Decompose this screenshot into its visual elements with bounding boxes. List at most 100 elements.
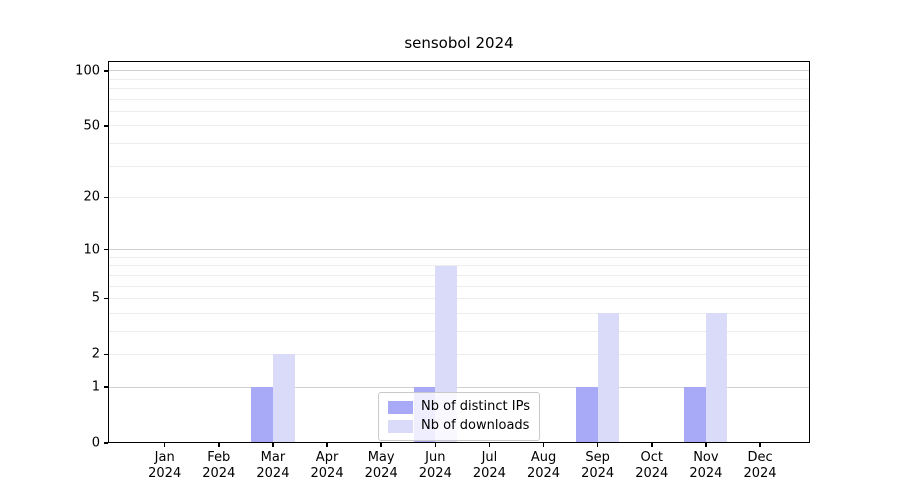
y-tick-label: 0 — [91, 435, 100, 451]
y-tick-label: 10 — [83, 242, 100, 258]
x-tick-label-year: 2024 — [310, 466, 344, 481]
x-tick-label-month: Jun — [425, 450, 446, 465]
x-tick-label: Jul 2024 — [473, 450, 506, 482]
legend-row: Nb of distinct IPs — [388, 398, 530, 416]
x-tick-label-year: 2024 — [635, 466, 669, 481]
x-tick-label: Oct 2024 — [635, 450, 668, 482]
gridline — [108, 330, 810, 332]
bar-nov-ips — [684, 387, 706, 443]
x-tick — [705, 443, 707, 447]
x-tick — [163, 443, 166, 447]
y-tick — [104, 125, 108, 127]
y-tick-label: 2 — [91, 346, 100, 362]
y-tick-label: 100 — [75, 63, 100, 79]
y-tick — [104, 386, 108, 388]
y-tick — [104, 70, 108, 72]
gridline — [108, 249, 810, 251]
x-tick-label-year: 2024 — [526, 466, 561, 481]
gridline — [108, 256, 810, 258]
x-tick-label-month: May — [367, 450, 395, 465]
x-tick-label-month: Apr — [315, 450, 339, 465]
gridline — [108, 98, 810, 100]
x-tick-label-year: 2024 — [364, 466, 398, 481]
plot-area: Nb of distinct IPs Nb of downloads — [108, 61, 810, 443]
gridline — [108, 196, 810, 198]
legend: Nb of distinct IPs Nb of downloads — [378, 392, 540, 441]
gridline — [108, 353, 810, 355]
y-tick-label: 50 — [83, 118, 100, 134]
x-tick-label-year: 2024 — [148, 466, 182, 481]
gridline — [108, 110, 810, 112]
x-tick-label-month: Jan — [154, 450, 175, 465]
x-tick-label-year: 2024 — [472, 466, 506, 481]
x-tick-label: Feb 2024 — [202, 450, 235, 482]
gridline — [108, 285, 810, 287]
x-tick-label: Nov 2024 — [689, 450, 722, 482]
x-tick — [596, 443, 599, 447]
gridline — [108, 265, 810, 267]
x-tick — [434, 443, 437, 447]
x-tick-label-year: 2024 — [418, 466, 452, 481]
gridline — [108, 78, 810, 80]
x-tick — [488, 443, 491, 447]
bar-sep-ips — [576, 387, 598, 443]
x-tick — [651, 443, 653, 447]
x-tick-label: Jan 2024 — [148, 450, 181, 482]
legend-label: Nb of distinct IPs — [421, 399, 530, 414]
x-tick-label: Aug 2024 — [527, 450, 560, 482]
x-tick-label-month: Jul — [481, 450, 498, 465]
x-tick — [272, 443, 274, 447]
x-tick — [326, 443, 328, 447]
x-tick-label: Apr 2024 — [311, 450, 344, 482]
x-tick — [759, 443, 761, 447]
x-tick-label-month: Mar — [260, 450, 286, 465]
x-tick-label-year: 2024 — [202, 466, 236, 481]
x-tick-label-month: Oct — [640, 450, 663, 465]
bar-mar-ips — [251, 387, 273, 443]
x-tick-label-year: 2024 — [689, 466, 723, 481]
gridline — [108, 297, 810, 299]
gridline — [108, 88, 810, 90]
gridline — [108, 274, 810, 276]
legend-swatch-icon — [388, 419, 414, 433]
y-tick-label: 1 — [91, 379, 100, 395]
legend-label: Nb of downloads — [421, 418, 530, 433]
x-tick-label: Dec 2024 — [743, 450, 776, 482]
bar-nov-downloads — [705, 313, 728, 443]
x-tick — [380, 443, 382, 447]
chart-title: sensobol 2024 — [404, 34, 514, 52]
x-tick-label: Mar 2024 — [256, 450, 289, 482]
y-tick — [104, 442, 108, 444]
x-tick-label-year: 2024 — [581, 466, 615, 481]
bar-mar-downloads — [272, 354, 295, 443]
x-tick-label: Jun 2024 — [419, 450, 452, 482]
x-tick-label: Sep 2024 — [581, 450, 614, 482]
y-axis: 0 1 2 5 10 20 50 100 — [0, 0, 108, 500]
gridline — [108, 165, 810, 167]
x-tick-label-month: Feb — [207, 450, 231, 465]
legend-row: Nb of downloads — [388, 417, 530, 435]
legend-swatch-icon — [388, 400, 414, 414]
x-tick — [542, 443, 545, 447]
gridline — [108, 386, 810, 388]
gridline — [108, 312, 810, 314]
x-tick-label: May 2024 — [365, 450, 398, 482]
bar-sep-downloads — [597, 313, 620, 443]
x-tick-label-year: 2024 — [743, 466, 777, 481]
y-tick — [104, 297, 108, 300]
y-tick — [104, 196, 108, 199]
x-tick-label-year: 2024 — [256, 466, 290, 481]
x-tick — [218, 443, 220, 447]
y-tick — [104, 248, 108, 251]
x-tick-label-month: Aug — [530, 450, 557, 465]
y-tick-label: 20 — [83, 189, 100, 205]
x-tick-label-month: Dec — [747, 450, 773, 465]
gridline — [108, 70, 810, 72]
x-tick-label-month: Sep — [585, 450, 610, 465]
x-tick-label-month: Nov — [693, 450, 719, 465]
y-tick — [104, 353, 108, 356]
gridline — [108, 142, 810, 144]
gridline — [108, 125, 810, 127]
y-tick-label: 5 — [91, 290, 100, 306]
